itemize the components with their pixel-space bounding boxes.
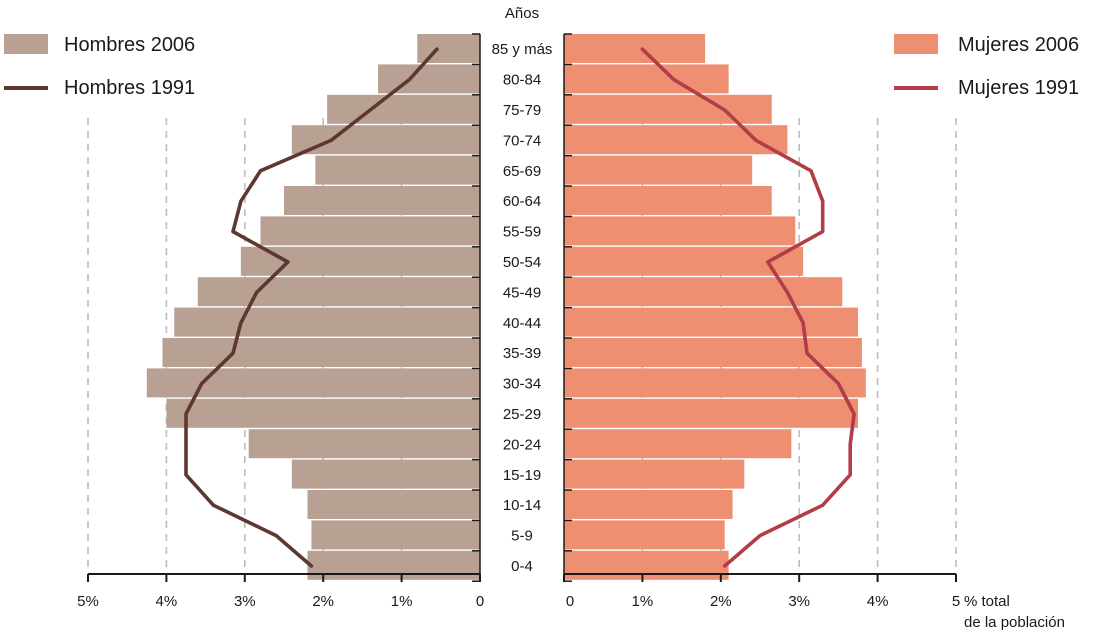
line-hombres-1991	[184, 47, 439, 568]
bar-hombres-2006-75-79	[327, 94, 480, 124]
bar-mujeres-2006-5-9	[564, 520, 725, 550]
legend-label-hombres-1991: Hombres 1991	[64, 77, 195, 99]
bar-mujeres-2006-55-59	[564, 216, 796, 246]
bar-mujeres-2006-15-19	[564, 459, 745, 489]
bar-mujeres-2006-40-44	[564, 307, 858, 337]
x-tick-label-right-1: 1%	[632, 593, 654, 610]
bar-hombres-2006-25-29	[166, 398, 480, 428]
bar-hombres-2006-45-49	[197, 277, 480, 307]
age-label-35-39: 35-39	[503, 345, 541, 362]
bar-hombres-2006-10-14	[307, 490, 480, 519]
bar-mujeres-2006-80-84	[564, 64, 729, 94]
bar-mujeres-2006-0-4	[564, 550, 729, 580]
age-axis-title: Años	[505, 5, 539, 22]
bar-hombres-2006-80-84	[378, 64, 480, 94]
age-label-30-34: 30-34	[503, 376, 541, 393]
x-tick-label-right-0: 0	[566, 593, 574, 610]
x-tick-label-left-5: 0	[476, 593, 484, 610]
age-label-0-4: 0-4	[511, 558, 533, 575]
x-tick-label-right-3: 3%	[788, 593, 810, 610]
bar-hombres-2006-40-44	[174, 307, 481, 337]
age-label-15-19: 15-19	[503, 467, 541, 484]
legend-left: Hombres 2006 Hombres 1991	[4, 34, 195, 99]
legend-label-mujeres-2006: Mujeres 2006	[958, 34, 1079, 56]
x-tick-label-left-4: 1%	[391, 593, 413, 610]
bar-mujeres-2006-20-24	[564, 429, 792, 459]
x-tick-label-right-5: 5	[952, 593, 960, 610]
x-axis-title-line1: % total	[964, 593, 1010, 610]
age-label-50-54: 50-54	[503, 254, 541, 271]
labels: 5% 4% 3% 2% 1% 0 0 1% 2% 3% 4% 5 0-4 5-9 10-14 15-19 20-…	[77, 41, 960, 610]
x-tick-label-left-3: 2%	[312, 593, 334, 610]
bar-mujeres-2006-25-29	[564, 398, 858, 428]
legend-right: Mujeres 2006 Mujeres 1991	[894, 34, 1079, 99]
bar-hombres-2006-65-69	[315, 155, 480, 185]
age-label-65-69: 65-69	[503, 163, 541, 180]
bar-hombres-2006-5-9	[311, 520, 480, 550]
age-label-5-9: 5-9	[511, 528, 533, 545]
bar-mujeres-2006-85-y-más	[564, 34, 706, 63]
bar-mujeres-2006-30-34	[564, 368, 866, 398]
legend-label-mujeres-1991: Mujeres 1991	[958, 77, 1079, 99]
bar-mujeres-2006-60-64	[564, 186, 772, 215]
legend-swatch-hombres-2006	[4, 34, 48, 54]
line-mujeres-1991	[640, 47, 856, 568]
x-tick-label-left-2: 3%	[234, 593, 256, 610]
age-label-20-24: 20-24	[503, 436, 541, 453]
bar-hombres-2006-55-59	[260, 216, 480, 246]
bar-mujeres-2006-35-39	[564, 338, 862, 367]
bar-mujeres-2006-10-14	[564, 490, 733, 519]
legend-swatch-mujeres-2006	[894, 34, 938, 54]
legend-label-hombres-2006: Hombres 2006	[64, 34, 195, 56]
age-label-85-y-más: 85 y más	[492, 41, 553, 58]
bar-hombres-2006-70-74	[291, 125, 480, 155]
x-tick-label-right-2: 2%	[710, 593, 732, 610]
age-label-45-49: 45-49	[503, 284, 541, 301]
bar-mujeres-2006-65-69	[564, 155, 753, 185]
bar-mujeres-2006-75-79	[564, 94, 772, 124]
bars	[146, 34, 866, 580]
bar-hombres-2006-20-24	[248, 429, 480, 459]
x-axis-title-line2: de la población	[964, 614, 1065, 631]
age-label-75-79: 75-79	[503, 102, 541, 119]
age-label-60-64: 60-64	[503, 193, 541, 210]
age-label-80-84: 80-84	[503, 72, 541, 89]
age-label-70-74: 70-74	[503, 132, 541, 149]
bar-mujeres-2006-45-49	[564, 277, 843, 307]
age-label-25-29: 25-29	[503, 406, 541, 423]
x-tick-label-right-4: 4%	[867, 593, 889, 610]
bar-hombres-2006-35-39	[162, 338, 481, 367]
x-tick-label-left-0: 5%	[77, 593, 99, 610]
age-label-10-14: 10-14	[503, 497, 541, 514]
age-label-40-44: 40-44	[503, 315, 541, 332]
x-tick-label-left-1: 4%	[156, 593, 178, 610]
lines	[184, 47, 856, 568]
bar-hombres-2006-15-19	[291, 459, 480, 489]
age-label-55-59: 55-59	[503, 224, 541, 241]
bar-mujeres-2006-70-74	[564, 125, 788, 155]
bar-mujeres-2006-50-54	[564, 246, 804, 276]
axes	[87, 33, 957, 582]
bar-hombres-2006-0-4	[307, 550, 480, 580]
bar-hombres-2006-60-64	[284, 186, 480, 215]
